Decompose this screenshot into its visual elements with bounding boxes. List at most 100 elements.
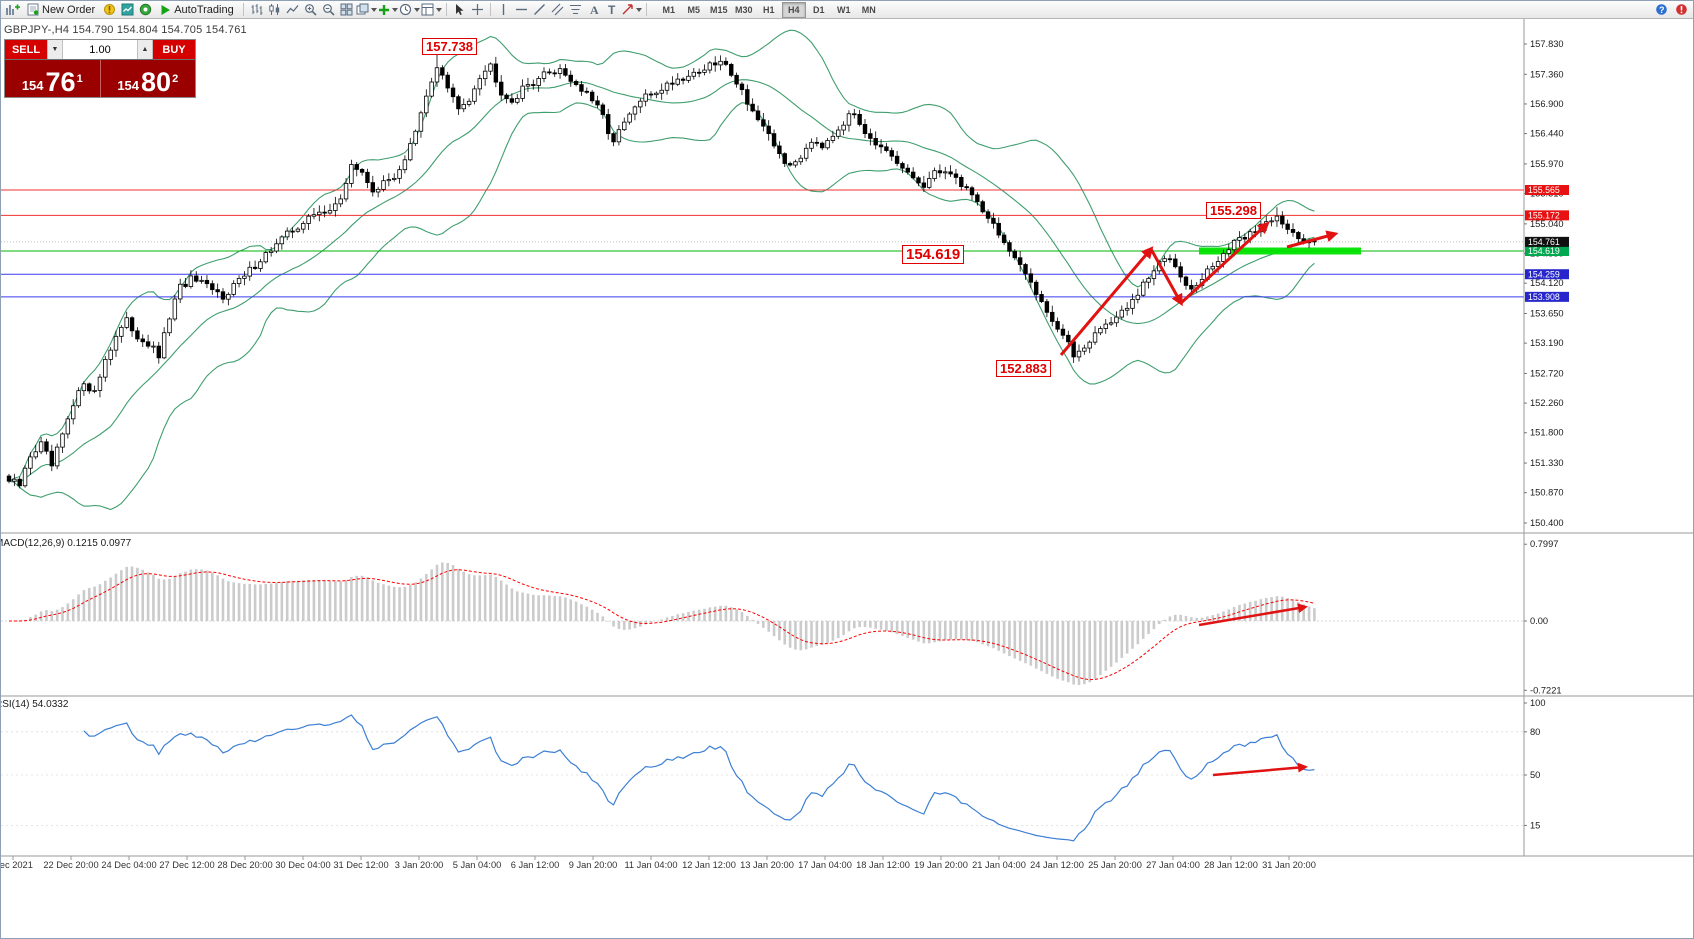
tile-windows-icon[interactable] [338, 2, 355, 17]
svg-text:27 Jan 04:00: 27 Jan 04:00 [1146, 860, 1200, 870]
periods-icon[interactable] [399, 2, 420, 17]
cursor-icon[interactable] [451, 2, 468, 17]
community-icon[interactable] [137, 2, 154, 17]
svg-text:T: T [608, 3, 616, 16]
market-watch-icon[interactable] [119, 2, 136, 17]
svg-text:152.260: 152.260 [1530, 398, 1564, 408]
vertical-line-tool-icon[interactable] [495, 2, 512, 17]
new-chart-icon[interactable] [4, 2, 21, 17]
svg-text:30 Dec 04:00: 30 Dec 04:00 [275, 860, 330, 870]
svg-text:151.330: 151.330 [1530, 458, 1564, 468]
chevron-down-icon[interactable] [413, 7, 420, 12]
help-icon[interactable]: ? [1653, 2, 1670, 17]
svg-text:80: 80 [1530, 727, 1540, 737]
chevron-down-icon[interactable] [435, 7, 442, 12]
one-click-trading-widget: SELL ▼ 1.00 ▲ BUY 154 76 1 154 80 2 [4, 39, 196, 98]
horizontal-line-tool-icon[interactable] [513, 2, 530, 17]
chevron-down-icon[interactable] [391, 7, 398, 12]
svg-text:150.870: 150.870 [1530, 488, 1564, 498]
line-chart-icon[interactable] [284, 2, 301, 17]
channel-tool-icon[interactable] [549, 2, 566, 17]
price-chart-canvas[interactable]: 157.830 157.360 156.900 156.440 155.970 155.5… [1, 19, 1694, 939]
svg-text:25 Jan 20:00: 25 Jan 20:00 [1088, 860, 1142, 870]
trendline-tool-icon[interactable] [531, 2, 548, 17]
chevron-down-icon[interactable] [370, 7, 377, 12]
symbol-ohlc-line: GBPJPY-,H4 154.790 154.804 154.705 154.7… [4, 24, 247, 36]
price-annotation-recent-high[interactable]: 155.298 [1206, 202, 1261, 219]
timeframe-button-h1[interactable]: H1 [762, 4, 775, 15]
toolbar: New Order AutoTrading [1, 1, 1693, 19]
templates-icon[interactable] [421, 2, 442, 17]
sell-price[interactable]: 154 76 1 [5, 60, 101, 97]
text-tool-icon[interactable]: A [585, 2, 602, 17]
rsi-label: RSI(14) 54.0332 [0, 699, 69, 710]
zoom-out-icon[interactable] [320, 2, 337, 17]
timeframe-button-d1[interactable]: D1 [812, 4, 825, 15]
new-order-button[interactable]: New Order [22, 2, 100, 17]
timeframe-button-mn[interactable]: MN [861, 4, 876, 15]
sell-button[interactable]: SELL [5, 40, 47, 59]
svg-text:100: 100 [1530, 698, 1546, 708]
svg-text:22 Dec 20:00: 22 Dec 20:00 [43, 860, 98, 870]
svg-text:28 Jan 12:00: 28 Jan 12:00 [1204, 860, 1258, 870]
volume-input[interactable]: 1.00 [63, 40, 137, 59]
price-annotation-support[interactable]: 154.619 [902, 245, 965, 264]
autotrading-label: AutoTrading [174, 3, 234, 16]
chevron-down-icon[interactable] [635, 7, 642, 12]
svg-text:27 Dec 12:00: 27 Dec 12:00 [159, 860, 214, 870]
fibonacci-tool-icon[interactable] [567, 2, 584, 17]
autotrading-button[interactable]: AutoTrading [155, 2, 239, 17]
toolbar-right-group: ? [1653, 2, 1690, 17]
candlestick-chart-icon[interactable] [266, 2, 283, 17]
buy-price[interactable]: 154 80 2 [101, 60, 196, 97]
svg-text:155.970: 155.970 [1530, 159, 1564, 169]
svg-text:156.900: 156.900 [1530, 99, 1564, 109]
sell-label: SELL [11, 43, 41, 56]
price-annotation-swing-high[interactable]: 157.738 [422, 38, 477, 55]
timeframe-button-h4[interactable]: H4 [781, 1, 806, 18]
bar-chart-icon[interactable] [248, 2, 265, 17]
svg-text:0.7997: 0.7997 [1530, 539, 1558, 549]
new-order-label: New Order [42, 3, 96, 16]
toolbar-separator [242, 3, 244, 16]
svg-text:21 Jan 04:00: 21 Jan 04:00 [972, 860, 1026, 870]
volume-decrease-button[interactable]: ▼ [47, 40, 63, 59]
crosshair-icon[interactable] [469, 2, 486, 17]
svg-text:155.565: 155.565 [1528, 185, 1560, 195]
timeframe-button-w1[interactable]: W1 [836, 4, 851, 15]
svg-text:31 Dec 12:00: 31 Dec 12:00 [333, 860, 388, 870]
price-annotation-swing-low[interactable]: 152.883 [996, 360, 1051, 377]
svg-text:154.761: 154.761 [1528, 237, 1560, 247]
sell-price-pips: 76 [45, 66, 76, 97]
timeframe-button-m15[interactable]: M15 [709, 4, 728, 15]
buy-button[interactable]: BUY [153, 40, 195, 59]
timeframe-button-m1[interactable]: M1 [662, 4, 675, 15]
order-ticket-icon [27, 3, 39, 16]
svg-text:157.360: 157.360 [1530, 69, 1564, 79]
svg-text:152.720: 152.720 [1530, 368, 1564, 378]
cascade-windows-icon[interactable] [356, 2, 377, 17]
svg-text:13 Jan 20:00: 13 Jan 20:00 [740, 860, 794, 870]
volume-increase-button[interactable]: ▲ [137, 40, 153, 59]
svg-text:154.259: 154.259 [1528, 269, 1560, 279]
indicators-icon[interactable] [378, 2, 398, 17]
toolbar-separator [645, 3, 647, 16]
one-click-top-row: SELL ▼ 1.00 ▲ BUY [5, 40, 195, 59]
zoom-in-icon[interactable] [302, 2, 319, 17]
autotrading-play-icon [161, 4, 171, 15]
timeframe-button-m30[interactable]: M30 [734, 4, 753, 15]
notifications-icon[interactable] [1673, 2, 1690, 17]
svg-text:?: ? [1659, 5, 1665, 15]
svg-text:19 Jan 20:00: 19 Jan 20:00 [914, 860, 968, 870]
alerts-icon[interactable] [101, 2, 118, 17]
buy-price-point: 2 [172, 73, 179, 85]
label-tool-icon[interactable]: T [603, 2, 620, 17]
sell-price-point: 1 [76, 73, 83, 85]
sell-price-big-figure: 154 [21, 77, 44, 93]
shapes-tool-icon[interactable] [621, 2, 642, 17]
toolbar-separator [489, 3, 491, 16]
svg-text:9 Jan 20:00: 9 Jan 20:00 [569, 860, 618, 870]
timeframe-button-m5[interactable]: M5 [687, 4, 700, 15]
svg-text:28 Dec 20:00: 28 Dec 20:00 [217, 860, 272, 870]
